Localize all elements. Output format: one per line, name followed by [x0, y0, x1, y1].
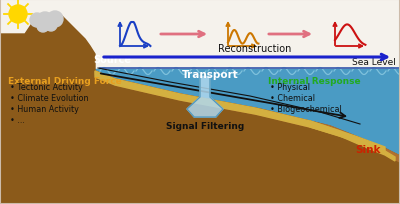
Circle shape [30, 14, 44, 28]
Text: Reconstruction: Reconstruction [218, 44, 292, 54]
Text: Transport: Transport [182, 70, 238, 80]
Text: • Chemical: • Chemical [270, 94, 315, 102]
Bar [0, 0, 400, 75]
Polygon shape [0, 15, 400, 204]
Text: • ...: • ... [10, 115, 25, 124]
Text: Source: Source [93, 55, 131, 65]
Polygon shape [95, 72, 385, 152]
Text: Sink: Sink [355, 144, 381, 154]
Text: • Climate Evolution: • Climate Evolution [10, 94, 88, 102]
Text: Sea Level: Sea Level [352, 58, 396, 67]
Polygon shape [310, 121, 395, 161]
Text: External Driving Force: External Driving Force [8, 77, 122, 86]
Polygon shape [95, 72, 400, 162]
Text: • Physical: • Physical [270, 83, 310, 92]
Text: Signal Filtering: Signal Filtering [166, 121, 244, 130]
Circle shape [9, 6, 27, 24]
Bar [0, 70, 400, 204]
Text: • Biogeochemical: • Biogeochemical [270, 104, 342, 113]
Text: • Human Activity: • Human Activity [10, 104, 79, 113]
Circle shape [36, 13, 54, 31]
Polygon shape [187, 76, 223, 118]
Text: Internal Response: Internal Response [268, 77, 361, 86]
Circle shape [47, 12, 63, 28]
Circle shape [37, 21, 49, 33]
Circle shape [45, 20, 57, 32]
Text: • Tectonic Activity: • Tectonic Activity [10, 83, 83, 92]
